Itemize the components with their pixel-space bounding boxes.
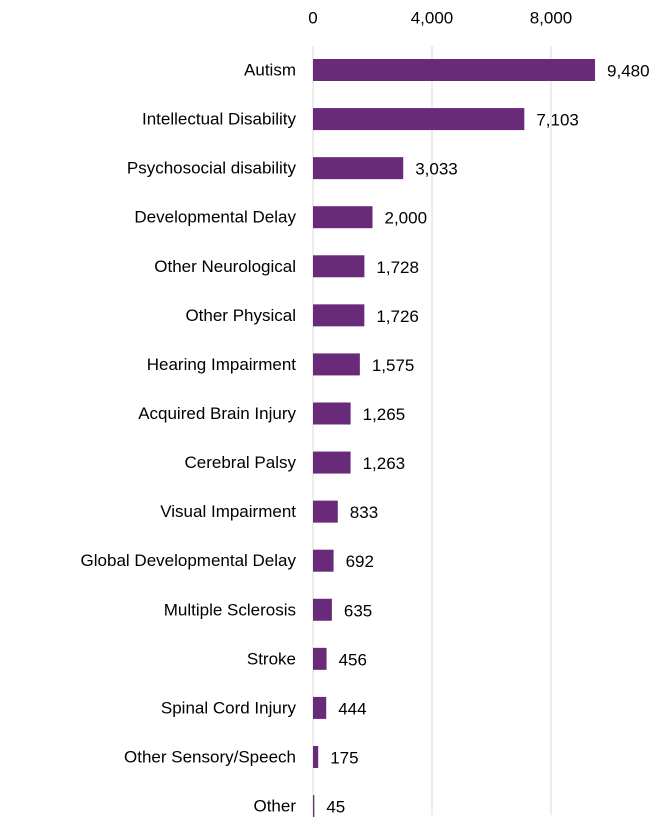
data-label: 692 [346, 552, 374, 571]
bar [313, 157, 404, 180]
data-label: 9,480 [607, 61, 650, 80]
y-tick-label: Stroke [247, 649, 296, 668]
bar [313, 206, 373, 229]
bar [313, 451, 351, 474]
data-label: 833 [350, 503, 378, 522]
y-tick-label: Multiple Sclerosis [164, 600, 296, 619]
y-tick-label: Cerebral Palsy [185, 453, 297, 472]
bar [313, 353, 360, 376]
y-tick-label: Other [253, 797, 296, 816]
bar [313, 255, 365, 278]
bar [313, 59, 596, 81]
x-tick-label: 0 [308, 8, 317, 27]
y-tick-label: Other Sensory/Speech [124, 747, 296, 766]
y-tick-label: Global Developmental Delay [81, 551, 297, 570]
x-tick-label: 8,000 [530, 8, 573, 27]
data-label: 2,000 [385, 209, 428, 228]
y-tick-label: Autism [244, 60, 296, 79]
bar [313, 500, 338, 523]
y-tick-label: Intellectual Disability [142, 110, 297, 129]
bar [313, 549, 334, 572]
bar [313, 745, 319, 768]
y-tick-label: Spinal Cord Injury [161, 698, 297, 717]
data-label: 1,726 [376, 307, 419, 326]
bar [313, 402, 351, 425]
y-tick-label: Other Physical [185, 306, 296, 325]
data-label: 444 [338, 699, 366, 718]
bar [313, 598, 332, 621]
y-tick-label: Visual Impairment [160, 502, 296, 521]
y-tick-label: Other Neurological [154, 257, 296, 276]
data-label: 635 [344, 601, 372, 620]
data-label: 175 [330, 748, 358, 767]
data-label: 45 [326, 798, 345, 817]
data-label: 1,575 [372, 356, 415, 375]
y-tick-label: Hearing Impairment [147, 355, 297, 374]
y-tick-label: Psychosocial disability [127, 159, 297, 178]
x-tick-label: 4,000 [411, 8, 454, 27]
bar [313, 647, 327, 670]
bar [313, 795, 315, 818]
data-label: 7,103 [536, 111, 579, 130]
data-label: 1,263 [363, 454, 406, 473]
bar [313, 304, 365, 327]
bar [313, 696, 327, 719]
y-tick-label: Acquired Brain Injury [138, 404, 296, 423]
data-label: 3,033 [415, 160, 458, 179]
data-label: 1,728 [376, 258, 419, 277]
data-label: 456 [339, 650, 367, 669]
bar [313, 108, 525, 131]
y-tick-label: Developmental Delay [134, 208, 296, 227]
data-label: 1,265 [363, 405, 406, 424]
